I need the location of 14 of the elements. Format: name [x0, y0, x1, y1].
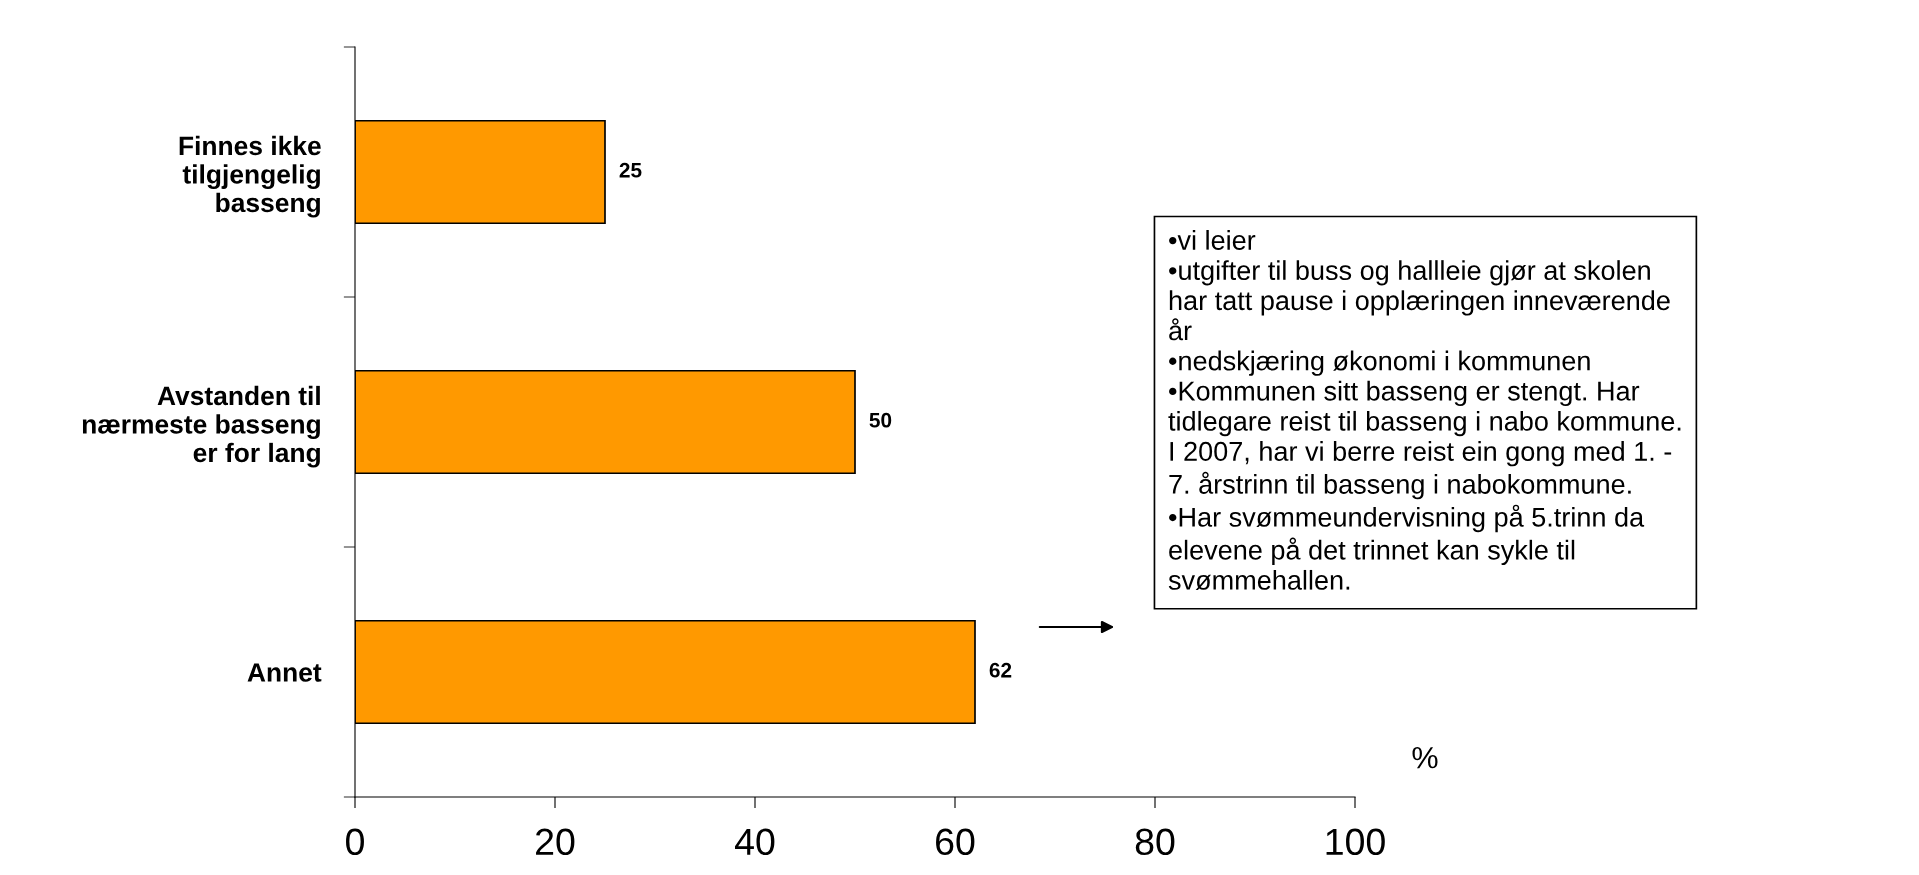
x-tick-label: 60	[936, 828, 975, 856]
x-tick-label: 0	[346, 828, 364, 856]
data-label: 50	[869, 412, 892, 428]
x-tick-label: 20	[536, 828, 575, 856]
data-label: 62	[989, 662, 1012, 678]
y-tick-label: Annet	[247, 663, 322, 682]
x-axis-title: %	[1412, 746, 1438, 769]
data-label: 25	[619, 162, 642, 178]
text: •vi leier •utgifter til buss og hallleie gjør at skolen har tatt pause i opplæringen inneværende år •nedskjæring økonomi i kommunen •Kommunen sitt basseng er stengt. Har tidlegare reist til basseng i nabo kommune. I 2007, har vi berre reist ein gong med 1. - 7. årstrinn til basseng i nabokommune. •Har svømmeundervisning på 5.trinn da elevene på det trinnet kan sykle til svømmehallen.	[1168, 230, 1681, 591]
y-tick-label: Finnes ikke tilgjengelig basseng	[179, 135, 321, 218]
x-tick-label: 40	[735, 828, 775, 856]
y-tick-label: Avstanden til nærmeste basseng er for lang	[82, 385, 320, 468]
x-tick-label: 100	[1326, 828, 1385, 856]
x-tick-label: 80	[1135, 828, 1175, 856]
